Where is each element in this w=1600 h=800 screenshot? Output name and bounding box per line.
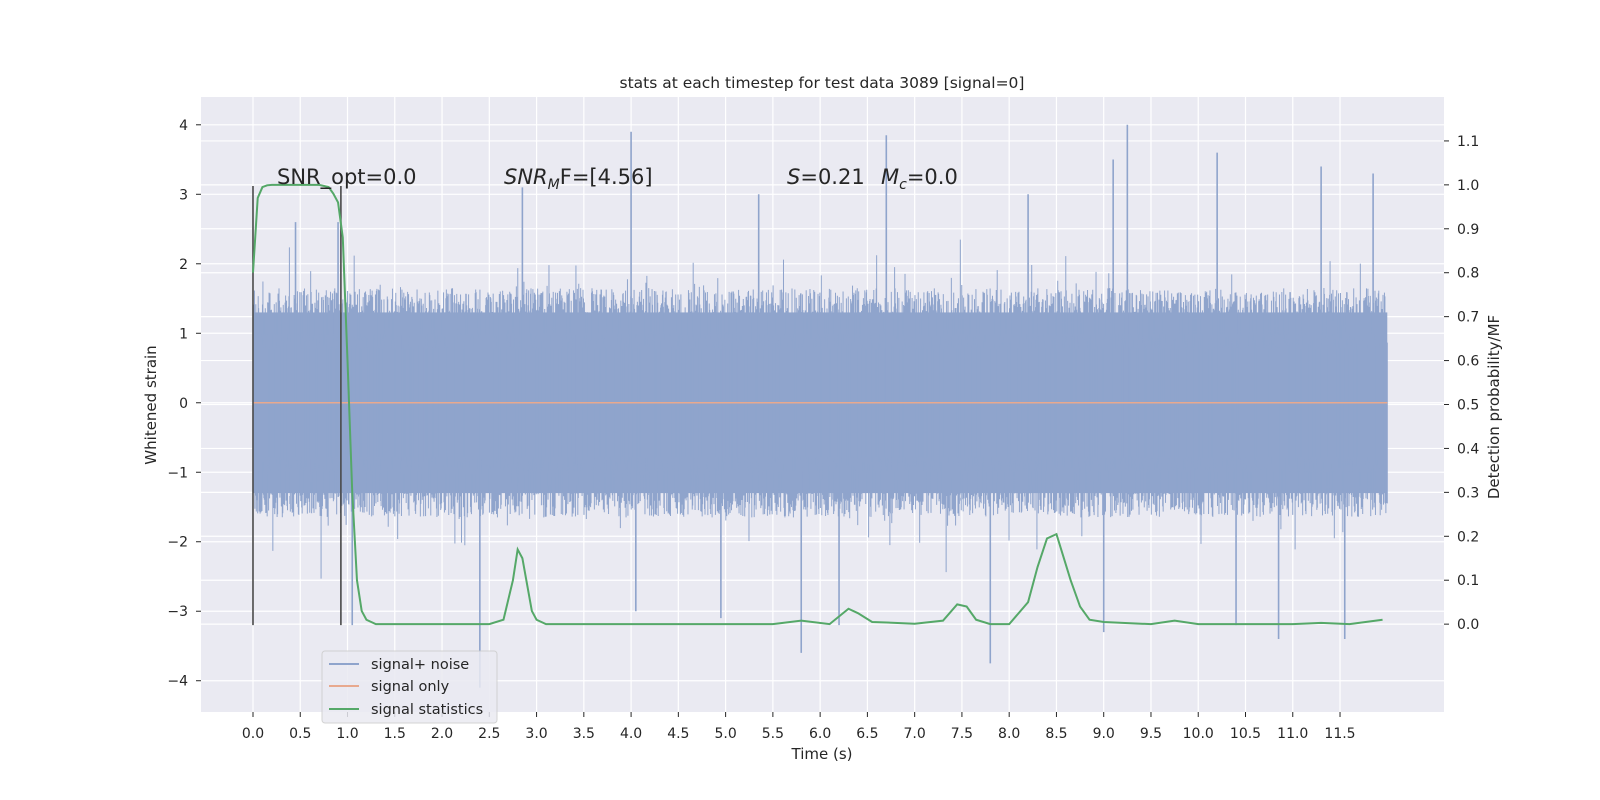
y2-tick-label: 0.8	[1457, 266, 1479, 282]
legend: signal+ noise signal only signal statist…	[321, 650, 498, 724]
y2-axis-ticks: 1.1 1.0 0.9 0.8 0.7 0.6 0.5 0.4 0.3 0.2 0.1 0.0	[1444, 134, 1479, 633]
x-tick-label: 7.0	[904, 726, 926, 742]
x-tick-label: 10.0	[1183, 726, 1214, 742]
x-tick-label: 0.0	[242, 726, 264, 742]
y-tick-label: −2	[167, 535, 188, 551]
y-tick-label: −1	[167, 465, 188, 481]
x-tick-label: 9.5	[1140, 726, 1162, 742]
x-axis-title: Time (s)	[791, 745, 853, 763]
y2-tick-label: 0.6	[1457, 354, 1479, 370]
y2-tick-label: 1.0	[1457, 178, 1479, 194]
x-tick-label: 1.0	[336, 726, 358, 742]
y2-tick-label: 0.9	[1457, 222, 1479, 238]
y2-axis-title: Detection probability/MF	[1485, 315, 1503, 499]
y2-tick-label: 0.1	[1457, 573, 1479, 589]
series-signal-statistics	[251, 183, 1383, 626]
legend-label-signal-statistics: signal statistics	[371, 702, 483, 718]
x-tick-label: 4.5	[667, 726, 689, 742]
y2-tick-label: 0.4	[1457, 441, 1479, 457]
annotation-s: S=0.21	[787, 165, 865, 189]
y-tick-label: −4	[167, 674, 188, 690]
x-tick-label: 10.5	[1230, 726, 1261, 742]
annotation-snr-opt: SNR_opt=0.0	[277, 165, 417, 190]
x-tick-label: 6.0	[809, 726, 831, 742]
y-tick-label: −3	[167, 604, 188, 620]
y-tick-label: 1	[179, 326, 188, 342]
legend-label-signal-noise: signal+ noise	[371, 657, 469, 673]
y2-tick-label: 1.1	[1457, 134, 1479, 150]
x-tick-label: 8.0	[998, 726, 1020, 742]
x-tick-label: 5.0	[714, 726, 736, 742]
x-tick-label: 4.0	[620, 726, 642, 742]
x-tick-label: 0.5	[289, 726, 311, 742]
y2-tick-label: 0.5	[1457, 398, 1479, 414]
x-tick-label: 6.5	[856, 726, 878, 742]
x-tick-label: 9.0	[1093, 726, 1115, 742]
y2-tick-label: 0.7	[1457, 310, 1479, 326]
annotation-snr-mf: SNRMF=[4.56]	[504, 165, 653, 193]
y-axis-ticks: 4 3 2 1 0 −1 −2 −3 −4	[167, 118, 201, 690]
x-tick-label: 5.5	[762, 726, 784, 742]
x-tick-label: 3.0	[525, 726, 547, 742]
annotation-mc: Mc=0.0	[881, 165, 958, 193]
x-tick-label: 7.5	[951, 726, 973, 742]
x-axis-ticks: 0.0 0.5 1.0 1.5 2.0 2.5 3.0 3.5 4.0 4.5 5.0 5.5 6.0 6…	[242, 712, 1356, 742]
y-tick-label: 2	[179, 257, 188, 273]
x-tick-label: 2.5	[478, 726, 500, 742]
x-tick-label: 8.5	[1045, 726, 1067, 742]
legend-box	[321, 650, 498, 724]
y2-tick-label: 0.2	[1457, 529, 1479, 545]
x-tick-label: 1.5	[384, 726, 406, 742]
y-tick-label: 4	[179, 118, 188, 134]
y2-tick-label: 0.0	[1457, 617, 1479, 633]
x-tick-label: 3.5	[573, 726, 595, 742]
chart-title: stats at each timestep for test data 308…	[620, 74, 1025, 92]
y-axis-title: Whitened strain	[142, 345, 160, 464]
x-tick-label: 2.0	[431, 726, 453, 742]
x-tick-label: 11.5	[1324, 726, 1355, 742]
x-tick-label: 11.0	[1277, 726, 1308, 742]
y-tick-label: 3	[179, 187, 188, 203]
y2-tick-label: 0.3	[1457, 485, 1479, 501]
y-tick-label: 0	[179, 396, 188, 412]
legend-label-signal-only: signal only	[371, 679, 450, 695]
